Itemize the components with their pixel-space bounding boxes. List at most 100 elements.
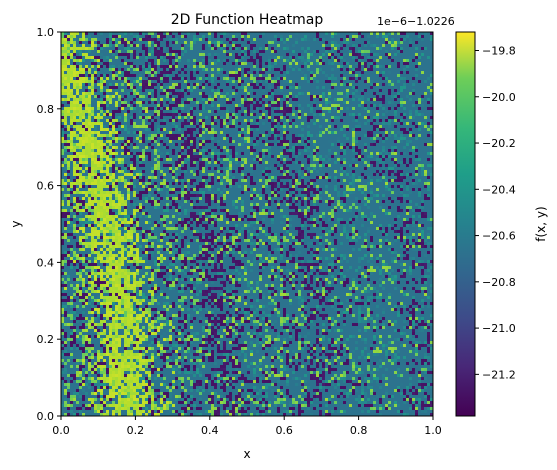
heatmap-cell [97, 50, 101, 54]
heatmap-cell [205, 116, 209, 120]
heatmap-cell [373, 128, 377, 132]
heatmap-cell [151, 152, 155, 156]
heatmap-cell [370, 86, 374, 90]
heatmap-cell [154, 65, 158, 69]
heatmap-cell [361, 56, 365, 60]
heatmap-cell [307, 62, 311, 66]
heatmap-cell [148, 149, 152, 153]
heatmap-cell [361, 38, 365, 42]
heatmap-cell [79, 53, 83, 57]
heatmap-cell [91, 101, 95, 105]
heatmap-cell [193, 41, 197, 45]
heatmap-cell [151, 122, 155, 126]
heatmap-cell [109, 140, 113, 144]
heatmap-cell [70, 101, 74, 105]
heatmap-cell [106, 77, 110, 81]
heatmap-cell [232, 50, 236, 54]
heatmap-cell [154, 128, 158, 132]
heatmap-cell [319, 131, 323, 135]
heatmap-cell [82, 38, 86, 42]
heatmap-cell [106, 89, 110, 93]
heatmap-cell [148, 47, 152, 51]
heatmap-cell [334, 107, 338, 111]
heatmap-cell [151, 92, 155, 96]
heatmap-cell [181, 50, 185, 54]
heatmap-cell [349, 56, 353, 60]
heatmap-cell [259, 35, 263, 39]
heatmap-cell [313, 101, 317, 105]
heatmap-cell [214, 104, 218, 108]
heatmap-cell [328, 146, 332, 150]
heatmap-cell [286, 83, 290, 87]
heatmap-cell [253, 86, 257, 90]
heatmap-cell [382, 92, 386, 96]
heatmap-cell [427, 77, 431, 81]
heatmap-cell [61, 107, 65, 111]
heatmap-cell [187, 122, 191, 126]
heatmap-cell [394, 74, 398, 78]
heatmap-cell [70, 62, 74, 66]
heatmap-cell [313, 125, 317, 129]
heatmap-cell [310, 56, 314, 60]
heatmap-cell [295, 113, 299, 117]
heatmap-cell [181, 143, 185, 147]
heatmap-cell [160, 140, 164, 144]
heatmap-cell [91, 89, 95, 93]
heatmap-cell [175, 101, 179, 105]
heatmap-cell [157, 68, 161, 72]
heatmap-cell [325, 134, 329, 138]
heatmap-cell [85, 101, 89, 105]
heatmap-cell [196, 68, 200, 72]
heatmap-cell [61, 146, 65, 150]
heatmap-cell [70, 50, 74, 54]
heatmap-cell [418, 59, 422, 63]
heatmap-cell [166, 131, 170, 135]
heatmap-cell [367, 140, 371, 144]
heatmap-cell [211, 62, 215, 66]
heatmap-cell [88, 56, 92, 60]
heatmap-cell [208, 38, 212, 42]
heatmap-cell [283, 98, 287, 102]
heatmap-cell [268, 119, 272, 123]
heatmap-cell [220, 116, 224, 120]
heatmap-cell [193, 83, 197, 87]
heatmap-cell [154, 149, 158, 153]
heatmap-cell [178, 68, 182, 72]
heatmap-cell [193, 101, 197, 105]
heatmap-cell [217, 125, 221, 129]
heatmap-cell [343, 125, 347, 129]
heatmap-cell [307, 122, 311, 126]
heatmap-cell [298, 44, 302, 48]
heatmap-cell [61, 56, 65, 60]
heatmap-cell [373, 68, 377, 72]
heatmap-cell [298, 53, 302, 57]
heatmap-cell [115, 125, 119, 129]
heatmap-cell [178, 143, 182, 147]
heatmap-cell [370, 149, 374, 153]
heatmap-cell [412, 86, 416, 90]
heatmap-cell [223, 41, 227, 45]
heatmap-cell [148, 131, 152, 135]
heatmap-cell [325, 143, 329, 147]
heatmap-cell [133, 152, 137, 156]
heatmap-cell [157, 119, 161, 123]
heatmap-cell [139, 128, 143, 132]
heatmap-cell [70, 104, 74, 108]
heatmap-cell [97, 143, 101, 147]
heatmap-cell [403, 104, 407, 108]
heatmap-cell [76, 62, 80, 66]
heatmap-cell [163, 113, 167, 117]
heatmap-cell [208, 47, 212, 51]
heatmap-cell [370, 38, 374, 42]
heatmap-cell [328, 134, 332, 138]
heatmap-cell [163, 86, 167, 90]
heatmap-cell [265, 53, 269, 57]
heatmap-cell [208, 41, 212, 45]
heatmap-cell [343, 92, 347, 96]
heatmap-cell [184, 101, 188, 105]
heatmap-cell [358, 119, 362, 123]
heatmap-cell [304, 116, 308, 120]
heatmap-cell [223, 86, 227, 90]
heatmap-cell [385, 128, 389, 132]
heatmap-cell [409, 140, 413, 144]
